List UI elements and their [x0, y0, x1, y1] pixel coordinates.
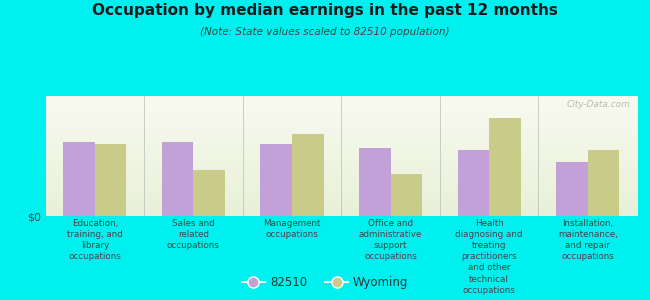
Bar: [489, 118, 521, 216]
Bar: [359, 148, 391, 216]
Legend: 82510, Wyoming: 82510, Wyoming: [237, 272, 413, 294]
Bar: [194, 170, 225, 216]
Text: Health
diagnosing and
treating
practitioners
and other
technical
occupations: Health diagnosing and treating practitio…: [456, 219, 523, 295]
Bar: [63, 142, 95, 216]
Text: Occupation by median earnings in the past 12 months: Occupation by median earnings in the pas…: [92, 3, 558, 18]
Bar: [588, 150, 619, 216]
Text: Sales and
related
occupations: Sales and related occupations: [167, 219, 220, 250]
Bar: [292, 134, 324, 216]
Bar: [458, 150, 489, 216]
Text: City-Data.com: City-Data.com: [567, 100, 631, 109]
Bar: [95, 144, 126, 216]
Bar: [162, 142, 194, 216]
Bar: [261, 144, 292, 216]
Bar: [391, 174, 422, 216]
Bar: [556, 162, 588, 216]
Text: (Note: State values scaled to 82510 population): (Note: State values scaled to 82510 popu…: [200, 27, 450, 37]
Text: Installation,
maintenance,
and repair
occupations: Installation, maintenance, and repair oc…: [558, 219, 618, 261]
Text: Management
occupations: Management occupations: [263, 219, 320, 239]
Text: Education,
training, and
library
occupations: Education, training, and library occupat…: [67, 219, 123, 261]
Text: Office and
administrative
support
occupations: Office and administrative support occupa…: [359, 219, 422, 261]
